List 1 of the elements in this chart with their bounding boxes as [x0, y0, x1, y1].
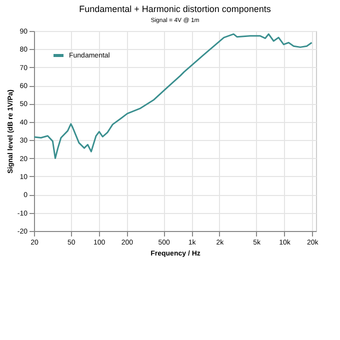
chart-title: Fundamental + Harmonic distortion components [79, 4, 272, 14]
